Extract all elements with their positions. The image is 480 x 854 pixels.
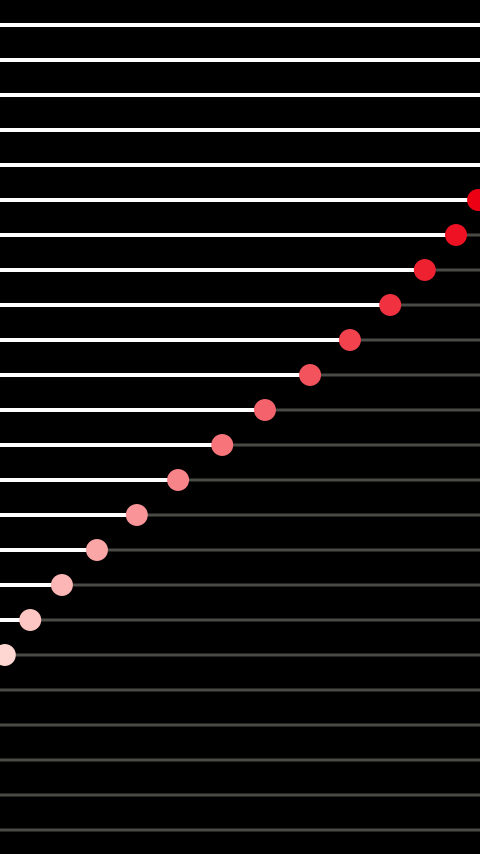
slider-thumb[interactable] xyxy=(467,189,480,211)
slider-thumb[interactable] xyxy=(211,434,234,456)
slider-thumb[interactable] xyxy=(0,644,16,666)
slider-thumb[interactable] xyxy=(253,399,276,421)
slider-thumb[interactable] xyxy=(379,294,402,316)
slider-thumb[interactable] xyxy=(299,364,322,386)
slider-thumb[interactable] xyxy=(50,574,73,596)
slider-thumb[interactable] xyxy=(413,259,436,281)
slider-thumb[interactable] xyxy=(338,329,361,351)
slider-thumb[interactable] xyxy=(125,504,148,526)
slider-thumb[interactable] xyxy=(85,539,108,561)
slider-thumb[interactable] xyxy=(167,469,190,491)
slider-thumb[interactable] xyxy=(19,609,42,631)
slider-thumb[interactable] xyxy=(445,224,467,246)
